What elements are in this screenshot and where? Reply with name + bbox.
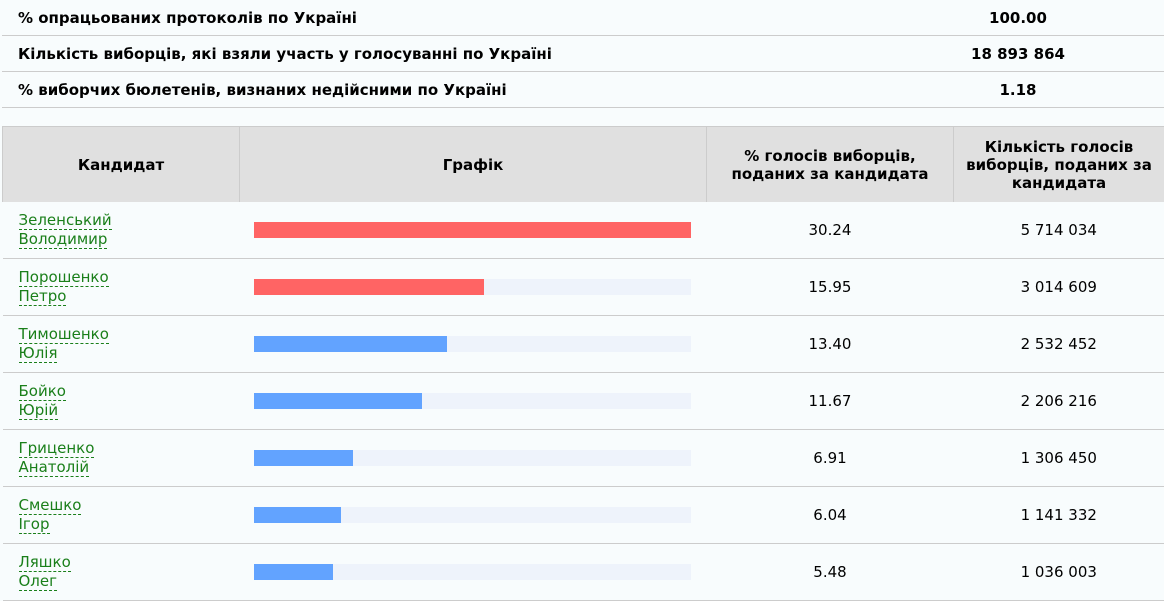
header-votes: Кількість голосів виборців, поданих за к… [954, 127, 1164, 203]
candidate-link[interactable]: Олег [19, 572, 58, 591]
vote-bar [254, 450, 354, 466]
candidate-link[interactable]: Ляшко [19, 553, 71, 572]
header-percent: % голосів виборців, поданих за кандидата [707, 127, 954, 203]
candidate-votes: 5 714 034 [954, 202, 1164, 259]
candidate-percent: 15.95 [707, 259, 954, 316]
vote-bar [254, 564, 333, 580]
candidate-percent: 5.48 [707, 544, 954, 601]
vote-bar [254, 279, 484, 295]
candidate-percent: 13.40 [707, 316, 954, 373]
candidate-link[interactable]: Зеленський [19, 211, 112, 230]
candidate-votes: 1 036 003 [954, 544, 1164, 601]
header-chart: Графік [240, 127, 707, 203]
candidate-votes: 2 206 216 [954, 373, 1164, 430]
summary-label: % опрацьованих протоколів по Україні [2, 0, 872, 36]
candidate-link[interactable]: Юрій [19, 401, 59, 420]
vote-bar [254, 336, 448, 352]
candidate-link[interactable]: Юлія [19, 344, 58, 363]
vote-bar [254, 507, 341, 523]
candidate-votes: 2 532 452 [954, 316, 1164, 373]
candidate-votes: 1 141 332 [954, 487, 1164, 544]
summary-row: % виборчих бюлетенів, визнаних недійсним… [2, 72, 1164, 108]
header-candidate: Кандидат [3, 127, 240, 203]
results-table: Кандидат Графік % голосів виборців, пода… [2, 126, 1164, 601]
candidate-votes: 3 014 609 [954, 259, 1164, 316]
candidate-percent: 6.91 [707, 430, 954, 487]
candidate-link[interactable]: Смешко [19, 496, 82, 515]
candidate-percent: 11.67 [707, 373, 954, 430]
vote-bar [254, 393, 423, 409]
candidate-votes: 1 306 450 [954, 430, 1164, 487]
vote-bar-track [254, 450, 691, 466]
summary-value: 1.18 [872, 72, 1164, 108]
vote-bar-track [254, 564, 691, 580]
results-header: Кандидат Графік % голосів виборців, пода… [3, 127, 1164, 203]
candidate-link[interactable]: Гриценко [19, 439, 95, 458]
vote-bar-track [254, 393, 691, 409]
vote-bar-track [254, 507, 691, 523]
candidate-link[interactable]: Порошенко [19, 268, 109, 287]
candidate-percent: 6.04 [707, 487, 954, 544]
candidate-link[interactable]: Петро [19, 287, 67, 306]
vote-bar-track [254, 279, 691, 295]
candidate-link[interactable]: Володимир [19, 230, 108, 249]
candidate-percent: 30.24 [707, 202, 954, 259]
candidate-link[interactable]: Тимошенко [19, 325, 109, 344]
summary-value: 18 893 864 [872, 36, 1164, 72]
summary-row: Кількість виборців, які взяли участь у г… [2, 36, 1164, 72]
summary-label: Кількість виборців, які взяли участь у г… [2, 36, 872, 72]
summary-label: % виборчих бюлетенів, визнаних недійсним… [2, 72, 872, 108]
summary-value: 100.00 [872, 0, 1164, 36]
vote-bar-track [254, 222, 691, 238]
candidate-link[interactable]: Анатолій [19, 458, 90, 477]
candidate-link[interactable]: Ігор [19, 515, 50, 534]
candidate-link[interactable]: Бойко [19, 382, 66, 401]
vote-bar-track [254, 336, 691, 352]
vote-bar [254, 222, 691, 238]
